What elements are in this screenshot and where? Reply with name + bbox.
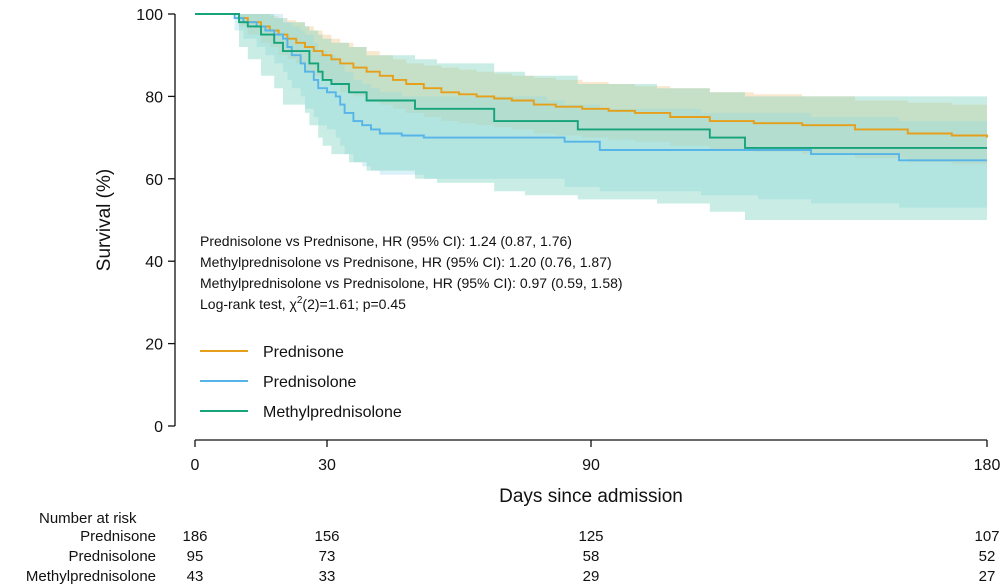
y-axis-label: Survival (%) xyxy=(94,169,115,271)
x-axis-label: Days since admission xyxy=(499,486,683,507)
hazard-ratio-annotations: Prednisolone vs Prednisone, HR (95% CI):… xyxy=(200,233,623,312)
risk-row-label-prednisolone: Prednisolone xyxy=(68,548,156,565)
legend-label-prednisone: Prednisone xyxy=(263,344,344,361)
risk-table-title: Number at risk xyxy=(39,510,137,527)
risk-value-prednisolone-0: 95 xyxy=(187,548,204,565)
axis-ticks: 0 20 40 60 80 100 0 30 90 180 xyxy=(136,7,1000,474)
x-tick-label-90: 90 xyxy=(582,457,600,474)
y-tick-label-100: 100 xyxy=(136,7,163,24)
y-tick-label-20: 20 xyxy=(145,337,163,354)
curve-prednisone xyxy=(195,13,988,138)
risk-value-methylprednisolone-90: 29 xyxy=(583,568,600,585)
logrank-superscript: 2 xyxy=(297,295,303,306)
y-tick-label-0: 0 xyxy=(154,419,163,436)
survival-curves xyxy=(195,13,988,162)
risk-value-methylprednisolone-180: 27 xyxy=(979,568,996,585)
risk-value-prednisolone-90: 58 xyxy=(583,548,600,565)
risk-value-prednisone-180: 107 xyxy=(974,528,999,545)
risk-value-prednisone-30: 156 xyxy=(314,528,339,545)
y-tick-label-40: 40 xyxy=(145,254,163,271)
y-tick-label-60: 60 xyxy=(145,172,163,189)
ci-band-methylprednisolone xyxy=(195,14,987,220)
annotation-logrank: Log-rank test, χ2(2)=1.61; p=0.45 xyxy=(200,295,406,312)
x-tick-label-0: 0 xyxy=(191,457,200,474)
ci-band-prednisolone xyxy=(195,14,987,212)
logrank-prefix: Log-rank test, χ xyxy=(200,296,297,312)
risk-value-prednisone-90: 125 xyxy=(578,528,603,545)
curve-methylprednisolone xyxy=(195,13,987,149)
risk-value-prednisone-0: 186 xyxy=(182,528,207,545)
risk-value-methylprednisolone-30: 33 xyxy=(319,568,336,585)
legend-label-prednisolone: Prednisolone xyxy=(263,374,357,391)
risk-value-prednisolone-30: 73 xyxy=(319,548,336,565)
risk-row-label-methylprednisolone: Methylprednisolone xyxy=(26,568,156,585)
x-tick-label-30: 30 xyxy=(318,457,336,474)
curve-prednisolone xyxy=(195,13,987,162)
logrank-suffix: (2)=1.61; p=0.45 xyxy=(302,296,406,312)
annotation-hr-1: Prednisolone vs Prednisone, HR (95% CI):… xyxy=(200,233,572,249)
risk-row-label-prednisone: Prednisone xyxy=(80,528,156,545)
legend-label-methylprednisolone: Methylprednisolone xyxy=(263,404,402,421)
ci-band-prednisone xyxy=(195,14,987,167)
risk-value-prednisolone-180: 52 xyxy=(979,548,996,565)
risk-table: Number at risk Prednisone 186 156 125 107 Pre… xyxy=(26,510,1000,585)
confidence-bands xyxy=(195,14,987,220)
legend: Prednisone Prednisolone Methylprednisolo… xyxy=(200,344,402,421)
y-tick-label-80: 80 xyxy=(145,89,163,106)
annotation-hr-3: Methylprednisolone vs Prednisolone, HR (… xyxy=(200,275,623,291)
annotation-hr-2: Methylprednisolone vs Prednisone, HR (95… xyxy=(200,254,612,270)
x-tick-label-180: 180 xyxy=(974,457,1000,474)
risk-value-methylprednisolone-0: 43 xyxy=(187,568,204,585)
